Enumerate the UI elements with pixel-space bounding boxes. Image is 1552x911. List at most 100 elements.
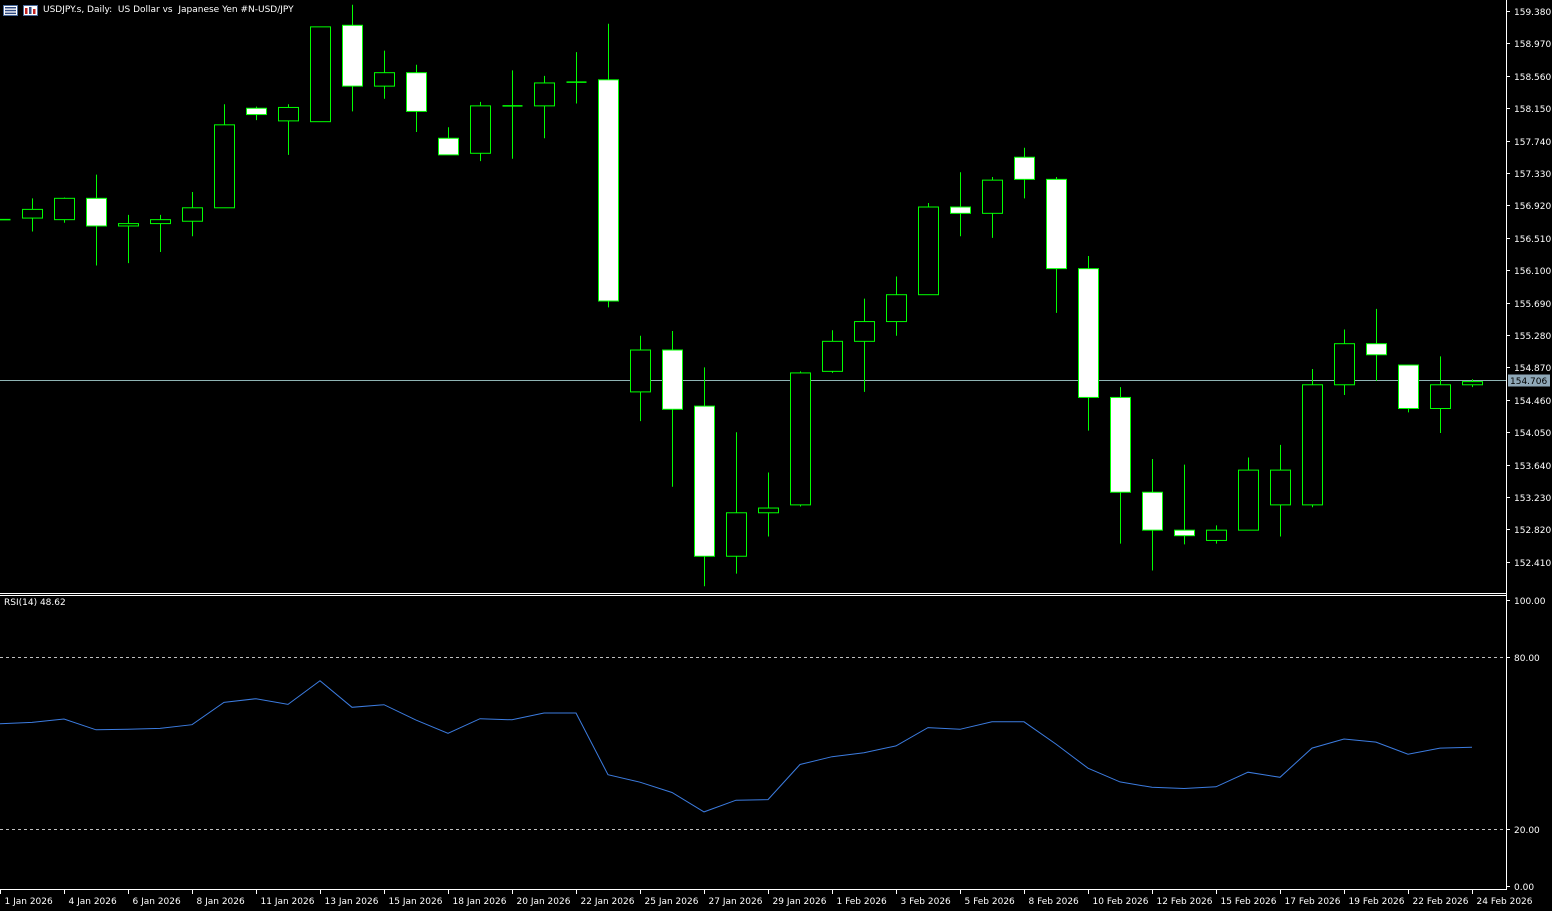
time-tick-label: 18 Jan 2026 bbox=[453, 897, 507, 907]
candle[interactable] bbox=[694, 367, 715, 587]
candle-body bbox=[598, 79, 619, 302]
price-tick-label: 156.510 bbox=[1514, 235, 1551, 245]
candle-body bbox=[374, 72, 395, 87]
candle[interactable] bbox=[1014, 147, 1035, 199]
candle-body bbox=[790, 372, 811, 506]
candle[interactable] bbox=[1078, 255, 1099, 431]
candle-body bbox=[118, 223, 139, 227]
candle[interactable] bbox=[1110, 387, 1131, 544]
price-tick-label: 155.280 bbox=[1514, 332, 1551, 342]
candle[interactable] bbox=[1302, 368, 1323, 508]
candle[interactable] bbox=[246, 106, 267, 121]
time-tick-label: 1 Jan 2026 bbox=[5, 897, 53, 907]
candle-body bbox=[726, 512, 747, 557]
time-tick-label: 24 Feb 2026 bbox=[1477, 897, 1533, 907]
price-tick-label: 154.050 bbox=[1514, 429, 1551, 439]
rsi-panel[interactable] bbox=[0, 657, 1506, 830]
price-tick-label: 158.560 bbox=[1514, 73, 1551, 83]
price-tick-label: 156.920 bbox=[1514, 202, 1551, 212]
candle-body bbox=[1142, 491, 1163, 531]
candle[interactable] bbox=[566, 52, 587, 104]
chart-header: USDJPY.s, Daily: US Dollar vs Japanese Y… bbox=[0, 0, 294, 20]
time-tick-label: 13 Jan 2026 bbox=[325, 897, 379, 907]
candle-body bbox=[886, 294, 907, 323]
candle[interactable] bbox=[1046, 176, 1067, 313]
candle-body bbox=[1206, 529, 1227, 541]
time-tick-label: 8 Jan 2026 bbox=[197, 897, 245, 907]
time-tick-label: 1 Feb 2026 bbox=[837, 897, 888, 907]
candle[interactable] bbox=[1142, 459, 1163, 571]
candle[interactable] bbox=[534, 75, 555, 139]
candle[interactable] bbox=[22, 198, 43, 232]
time-tick-label: 22 Jan 2026 bbox=[581, 897, 635, 907]
candle[interactable] bbox=[1366, 308, 1387, 381]
candle[interactable] bbox=[630, 335, 651, 422]
candle[interactable] bbox=[502, 70, 523, 159]
candle-body bbox=[1078, 268, 1099, 398]
candle[interactable] bbox=[118, 214, 139, 264]
time-tick-label: 20 Jan 2026 bbox=[517, 897, 571, 907]
candle-body bbox=[1238, 469, 1259, 531]
candle[interactable] bbox=[470, 101, 491, 162]
candle[interactable] bbox=[1206, 525, 1227, 544]
candle[interactable] bbox=[822, 330, 843, 373]
rsi-tick-label: 100.00 bbox=[1514, 597, 1546, 607]
rsi-indicator-label: RSI(14) 48.62 bbox=[4, 598, 66, 608]
price-panel[interactable] bbox=[0, 4, 1506, 587]
candle-body bbox=[694, 405, 715, 557]
candle[interactable] bbox=[214, 104, 235, 209]
candle[interactable] bbox=[854, 298, 875, 392]
candle-body bbox=[854, 321, 875, 342]
rsi-tick-label: 0.00 bbox=[1514, 883, 1534, 893]
candle[interactable] bbox=[406, 64, 427, 132]
candle[interactable] bbox=[310, 26, 331, 123]
candle[interactable] bbox=[150, 214, 171, 253]
price-tick-label: 154.870 bbox=[1514, 364, 1551, 374]
candle-body bbox=[214, 124, 235, 209]
candle-body bbox=[1366, 343, 1387, 356]
candle[interactable] bbox=[1238, 457, 1259, 531]
candle[interactable] bbox=[1270, 444, 1291, 537]
candle[interactable] bbox=[598, 23, 619, 308]
candle-body bbox=[982, 179, 1003, 214]
candle[interactable] bbox=[54, 197, 75, 223]
candle[interactable] bbox=[1334, 329, 1355, 396]
candle[interactable] bbox=[886, 276, 907, 336]
candle[interactable] bbox=[758, 472, 779, 537]
candle[interactable] bbox=[982, 176, 1003, 238]
candle[interactable] bbox=[182, 191, 203, 237]
chart-type-icon[interactable] bbox=[23, 4, 38, 16]
candle[interactable] bbox=[950, 172, 971, 237]
candle[interactable] bbox=[726, 432, 747, 574]
candle[interactable] bbox=[1430, 356, 1451, 433]
candle[interactable] bbox=[662, 331, 683, 487]
candle[interactable] bbox=[86, 174, 107, 266]
candle-body bbox=[278, 106, 299, 122]
candle[interactable] bbox=[1462, 379, 1483, 388]
candle[interactable] bbox=[374, 50, 395, 99]
price-tick-label: 156.100 bbox=[1514, 267, 1551, 277]
rsi-line bbox=[0, 680, 1473, 813]
candle[interactable] bbox=[1174, 464, 1195, 545]
time-tick-label: 19 Feb 2026 bbox=[1349, 897, 1405, 907]
time-tick-label: 17 Feb 2026 bbox=[1285, 897, 1341, 907]
price-tick-label: 159.380 bbox=[1514, 8, 1551, 18]
time-tick-label: 29 Jan 2026 bbox=[773, 897, 827, 907]
chart-title: USDJPY.s, Daily: US Dollar vs Japanese Y… bbox=[43, 4, 294, 15]
candle[interactable] bbox=[1398, 364, 1419, 413]
candle-body bbox=[1014, 156, 1035, 180]
menu-icon[interactable] bbox=[3, 4, 18, 16]
candle-body bbox=[950, 206, 971, 214]
candle[interactable] bbox=[438, 127, 459, 156]
candle[interactable] bbox=[278, 104, 299, 155]
time-tick-label: 15 Feb 2026 bbox=[1221, 897, 1277, 907]
rsi-axis: 100.00 80.00 20.00 0.00 bbox=[1506, 597, 1546, 893]
candle[interactable] bbox=[918, 203, 939, 296]
candle[interactable] bbox=[342, 4, 363, 112]
rsi-tick-label: 80.00 bbox=[1514, 654, 1540, 664]
price-tick-label: 152.820 bbox=[1514, 526, 1551, 536]
price-axis: 159.380 158.970 158.560 158.150 157.740 157.3… bbox=[1506, 8, 1551, 569]
candle-body bbox=[1046, 178, 1067, 270]
candle[interactable] bbox=[790, 371, 811, 507]
